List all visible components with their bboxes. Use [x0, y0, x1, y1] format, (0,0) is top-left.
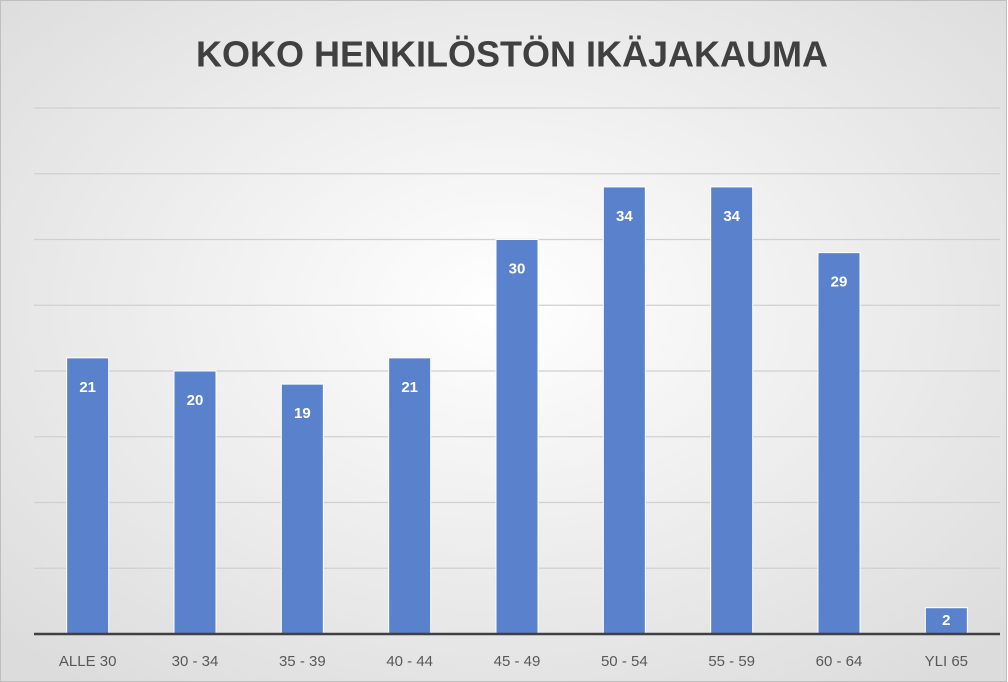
data-label: 34 — [616, 208, 633, 225]
data-label: 20 — [187, 392, 204, 409]
bar — [388, 357, 432, 635]
chart-title: KOKO HENKILÖSTÖN IKÄJAKAUMA — [196, 34, 828, 75]
bar — [495, 239, 539, 635]
data-label: 21 — [79, 379, 96, 396]
x-tick-label: 45 - 49 — [494, 653, 541, 670]
data-label: 34 — [723, 208, 740, 225]
x-tick-label: 55 - 59 — [708, 653, 755, 670]
x-tick-label: 40 - 44 — [386, 653, 433, 670]
x-tick-label: 60 - 64 — [816, 653, 863, 670]
data-label: 29 — [831, 274, 848, 291]
x-tick-label: YLI 65 — [925, 653, 968, 670]
x-tick-label: 30 - 34 — [172, 653, 219, 670]
bar — [710, 186, 754, 635]
data-label: 19 — [294, 405, 311, 422]
data-label: 2 — [942, 612, 950, 629]
data-label: 21 — [401, 379, 418, 396]
data-label: 30 — [509, 260, 526, 277]
x-tick-label: ALLE 30 — [59, 653, 117, 670]
bar — [66, 357, 110, 635]
x-tick-label: 35 - 39 — [279, 653, 326, 670]
bar — [602, 186, 646, 635]
x-tick-label: 50 - 54 — [601, 653, 648, 670]
bar — [173, 370, 217, 635]
bar — [817, 252, 861, 635]
